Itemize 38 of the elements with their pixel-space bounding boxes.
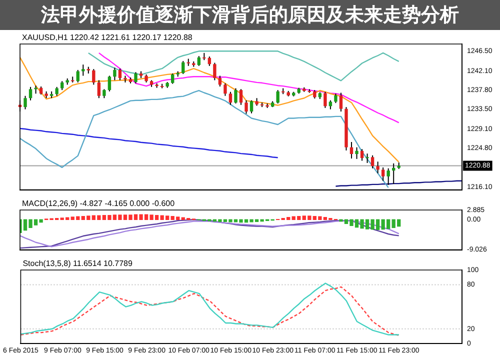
candlestick	[113, 67, 116, 81]
candlestick	[234, 88, 238, 104]
candlestick	[370, 154, 374, 169]
candlestick	[118, 68, 122, 81]
candlestick	[386, 168, 390, 186]
candlestick	[108, 75, 112, 92]
candlestick	[228, 91, 232, 106]
candlestick	[244, 100, 248, 114]
candlestick	[239, 88, 243, 106]
candlestick	[134, 72, 138, 84]
candlestick	[355, 146, 358, 160]
text: MACD(12,26,9) -4.827 -4.165 0.000 -0.600	[22, 199, 176, 208]
candlestick	[334, 93, 338, 104]
candlestick	[350, 141, 354, 159]
chart-title: 法甲外援价值逐渐下滑背后的原因及未来走势分析	[0, 0, 500, 30]
candlestick	[182, 60, 185, 74]
candlestick	[250, 100, 254, 114]
candlestick	[28, 86, 32, 101]
candlestick	[92, 68, 96, 86]
candlestick	[339, 92, 343, 112]
candlestick	[324, 91, 327, 108]
candlestick	[24, 95, 27, 110]
candlestick	[170, 73, 174, 84]
candlestick	[218, 75, 222, 87]
candlestick	[82, 64, 85, 76]
candlestick	[376, 161, 380, 174]
candlestick	[276, 90, 280, 104]
text: Stoch(13,5,8) 11.6514 10.7789	[22, 259, 133, 268]
candlestick	[366, 153, 369, 164]
candlestick	[213, 62, 216, 81]
candlestick	[224, 82, 227, 96]
candlestick	[208, 56, 212, 66]
candlestick	[97, 80, 101, 99]
candlestick	[360, 148, 364, 162]
text: XAUUSD,H1 1220.42 1221.61 1220.17 1220.88	[22, 33, 193, 42]
candlestick	[197, 56, 201, 66]
candlestick	[76, 69, 80, 83]
candlestick	[381, 166, 385, 182]
